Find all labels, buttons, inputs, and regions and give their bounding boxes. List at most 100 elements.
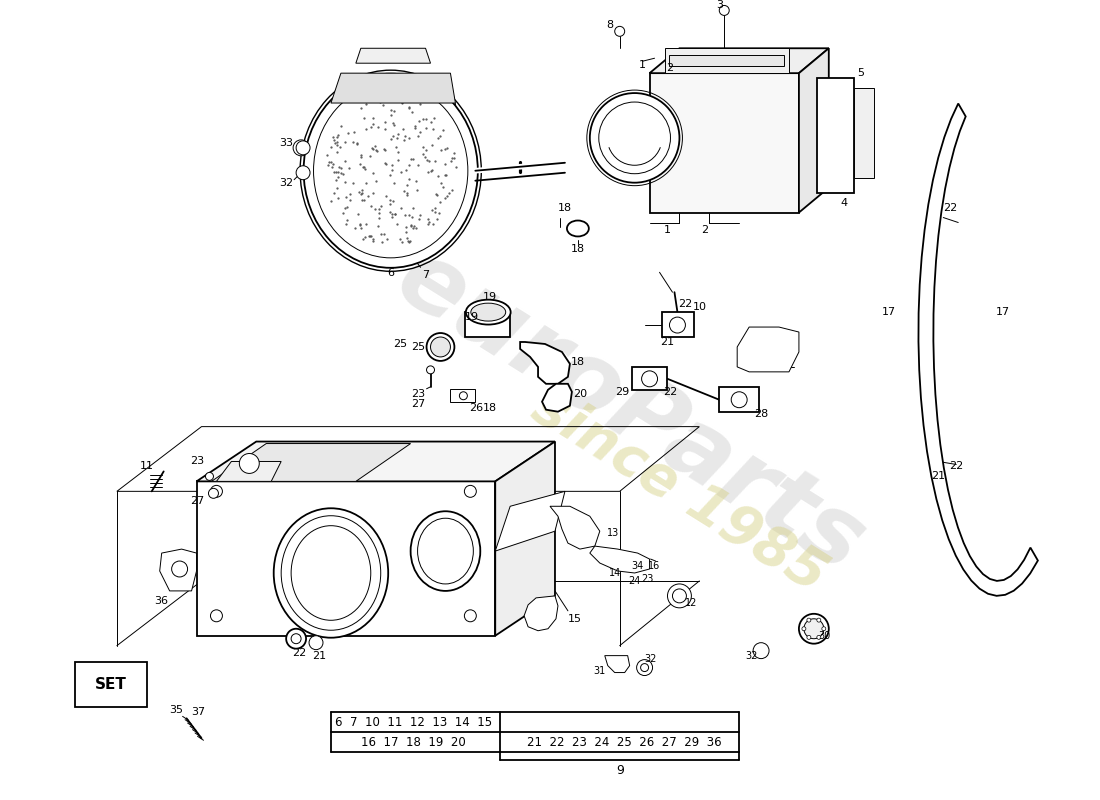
Text: 1: 1 bbox=[639, 60, 646, 70]
Text: 20: 20 bbox=[573, 389, 587, 398]
Circle shape bbox=[286, 629, 306, 649]
Ellipse shape bbox=[598, 102, 671, 174]
Text: euroParts: euroParts bbox=[379, 231, 880, 592]
Text: 22: 22 bbox=[663, 386, 678, 397]
Text: 7: 7 bbox=[422, 270, 429, 280]
Text: 17: 17 bbox=[881, 307, 895, 317]
Circle shape bbox=[672, 589, 686, 603]
Text: 23: 23 bbox=[641, 574, 653, 584]
Ellipse shape bbox=[466, 300, 510, 325]
Text: 19: 19 bbox=[465, 312, 480, 322]
Text: 19: 19 bbox=[483, 292, 497, 302]
Ellipse shape bbox=[314, 84, 468, 258]
Text: 6  7  10  11  12  13  14  15: 6 7 10 11 12 13 14 15 bbox=[336, 716, 492, 729]
Text: 17: 17 bbox=[996, 307, 1010, 317]
Text: 16  17  18  19  20: 16 17 18 19 20 bbox=[361, 736, 466, 749]
Text: 18: 18 bbox=[571, 244, 585, 254]
Ellipse shape bbox=[471, 303, 506, 321]
Text: 18: 18 bbox=[571, 357, 585, 367]
Text: 8: 8 bbox=[606, 20, 614, 30]
Text: 5: 5 bbox=[857, 68, 865, 78]
Text: 30: 30 bbox=[818, 630, 830, 641]
Text: 18: 18 bbox=[483, 402, 497, 413]
Ellipse shape bbox=[410, 511, 481, 591]
Circle shape bbox=[172, 561, 188, 577]
Polygon shape bbox=[631, 367, 668, 390]
Text: 15: 15 bbox=[568, 614, 582, 624]
Circle shape bbox=[206, 473, 213, 480]
Ellipse shape bbox=[282, 516, 381, 630]
Text: 22: 22 bbox=[679, 299, 693, 309]
Circle shape bbox=[293, 140, 309, 156]
Polygon shape bbox=[495, 491, 565, 551]
Polygon shape bbox=[520, 342, 570, 384]
Text: 32: 32 bbox=[745, 650, 757, 661]
Circle shape bbox=[297, 144, 305, 152]
Text: 6: 6 bbox=[387, 268, 394, 278]
Polygon shape bbox=[524, 596, 558, 630]
Circle shape bbox=[464, 610, 476, 622]
Polygon shape bbox=[197, 482, 495, 636]
Circle shape bbox=[427, 366, 434, 374]
Text: 21  22  23  24  25  26  27  29  36: 21 22 23 24 25 26 27 29 36 bbox=[527, 736, 722, 749]
Polygon shape bbox=[719, 386, 759, 412]
Text: 23: 23 bbox=[190, 457, 205, 466]
Circle shape bbox=[309, 636, 323, 650]
Circle shape bbox=[668, 584, 692, 608]
Ellipse shape bbox=[274, 508, 388, 638]
Polygon shape bbox=[664, 48, 789, 73]
Text: 14: 14 bbox=[608, 568, 620, 578]
Polygon shape bbox=[799, 48, 828, 213]
Ellipse shape bbox=[430, 337, 450, 357]
Circle shape bbox=[719, 6, 729, 15]
Text: 12: 12 bbox=[685, 598, 697, 608]
Text: since 1985: since 1985 bbox=[522, 379, 836, 603]
Circle shape bbox=[641, 371, 658, 386]
Polygon shape bbox=[670, 55, 784, 66]
Circle shape bbox=[754, 642, 769, 658]
Ellipse shape bbox=[304, 74, 477, 268]
Circle shape bbox=[640, 663, 649, 671]
Circle shape bbox=[240, 454, 260, 474]
Text: 22: 22 bbox=[949, 462, 964, 471]
Text: 21: 21 bbox=[660, 337, 674, 347]
Text: 9: 9 bbox=[616, 764, 624, 777]
Ellipse shape bbox=[427, 333, 454, 361]
Polygon shape bbox=[355, 48, 430, 63]
Circle shape bbox=[209, 488, 219, 498]
Polygon shape bbox=[590, 546, 650, 573]
Ellipse shape bbox=[418, 518, 473, 584]
Text: 27: 27 bbox=[411, 398, 426, 409]
FancyBboxPatch shape bbox=[75, 662, 146, 707]
Circle shape bbox=[464, 486, 476, 498]
Circle shape bbox=[817, 635, 821, 639]
Text: 37: 37 bbox=[191, 707, 206, 718]
Text: 2: 2 bbox=[666, 63, 673, 73]
Text: 22: 22 bbox=[943, 202, 957, 213]
Circle shape bbox=[296, 141, 310, 155]
Text: 29: 29 bbox=[616, 386, 630, 397]
Text: 34: 34 bbox=[631, 561, 644, 571]
Ellipse shape bbox=[566, 221, 588, 237]
Polygon shape bbox=[495, 442, 556, 636]
Text: 25: 25 bbox=[411, 342, 426, 352]
Circle shape bbox=[210, 610, 222, 622]
Circle shape bbox=[670, 317, 685, 333]
Text: 36: 36 bbox=[155, 596, 168, 606]
Circle shape bbox=[802, 626, 806, 630]
Text: 13: 13 bbox=[606, 528, 619, 538]
Text: 1: 1 bbox=[664, 226, 671, 235]
Circle shape bbox=[804, 618, 824, 638]
Text: 33: 33 bbox=[279, 138, 293, 148]
Text: 3: 3 bbox=[716, 1, 723, 10]
Circle shape bbox=[292, 634, 301, 644]
Text: 16: 16 bbox=[648, 561, 661, 571]
Circle shape bbox=[210, 486, 222, 498]
Polygon shape bbox=[465, 312, 510, 337]
Polygon shape bbox=[550, 506, 600, 549]
Polygon shape bbox=[650, 73, 799, 213]
Text: 22: 22 bbox=[292, 648, 306, 658]
Text: 27: 27 bbox=[190, 496, 205, 506]
Text: 21: 21 bbox=[312, 650, 326, 661]
Text: 18: 18 bbox=[558, 202, 572, 213]
